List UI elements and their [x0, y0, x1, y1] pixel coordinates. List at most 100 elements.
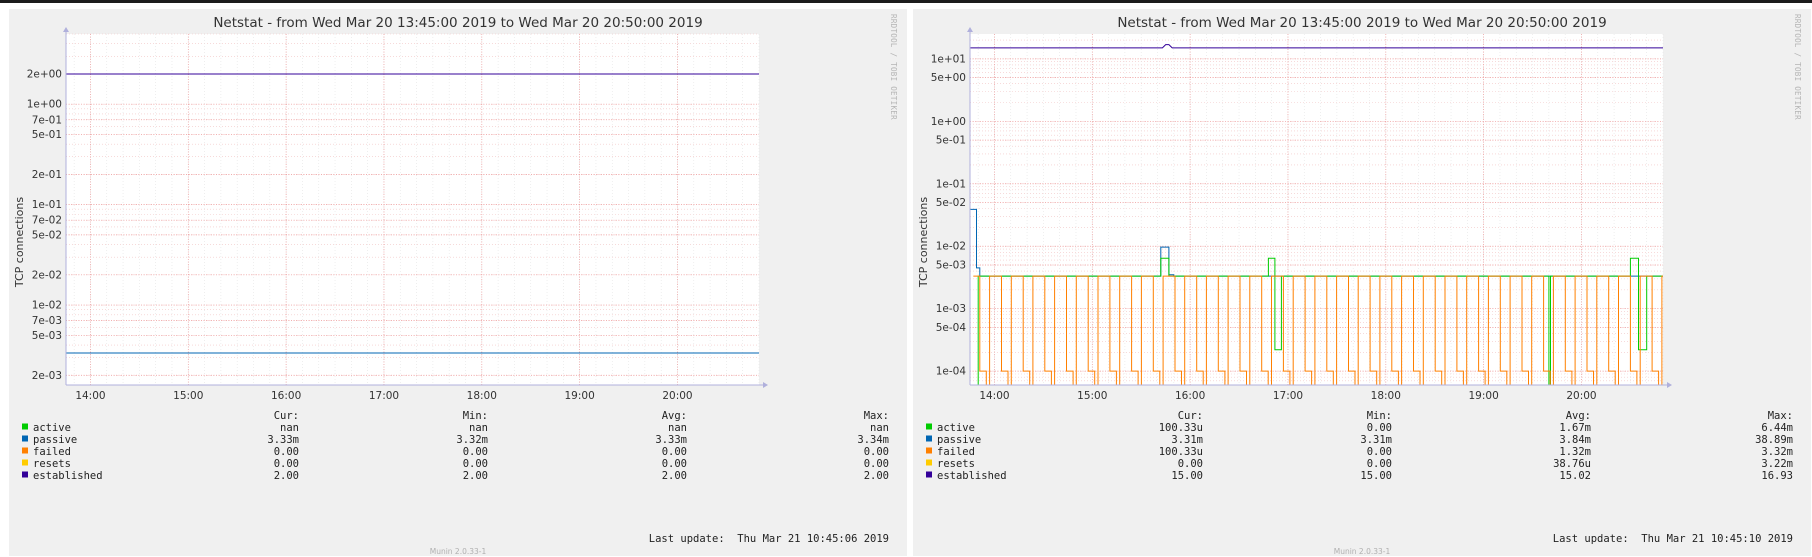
legend-swatch	[22, 447, 28, 454]
last-update: Last update: Thu Mar 21 10:45:06 2019	[649, 533, 889, 545]
rrdtool-watermark: RRDTOOL / TOBI OETIKER	[1793, 14, 1802, 120]
legend-value-cur: 3.33m	[267, 434, 299, 446]
legend-name: active	[33, 422, 71, 434]
legend-swatch	[22, 423, 28, 430]
y-tick-label: 5e-03	[32, 330, 62, 342]
y-tick-label: 5e-01	[936, 135, 966, 147]
plot-background	[66, 34, 759, 385]
legend-value-min: nan	[469, 422, 488, 434]
legend-value-min: 3.32m	[456, 434, 488, 446]
x-tick-label: 14:00	[979, 390, 1009, 402]
y-tick-label: 1e+00	[27, 99, 62, 111]
legend: Cur: Min: Avg: Max:active 100.33u 0.00 1.67m 6.…	[926, 410, 1793, 482]
legend-header-cur: Cur:	[274, 410, 299, 422]
gridlines	[970, 34, 1664, 386]
legend-value-cur: 0.00	[274, 446, 299, 458]
x-tick-label: 16:00	[271, 390, 301, 402]
legend-value-cur: 3.31m	[1171, 434, 1203, 446]
legend-value-min: 0.00	[1367, 446, 1392, 458]
legend-value-max: 0.00	[864, 458, 889, 470]
legend-value-max: 38.89m	[1755, 434, 1793, 446]
y-axis-arrow	[967, 27, 973, 32]
series-line-established	[970, 44, 1663, 49]
legend-name: passive	[937, 434, 981, 446]
y-tick-label: 1e-04	[936, 366, 967, 378]
legend-name: active	[937, 422, 975, 434]
y-tick-label: 2e+00	[27, 68, 62, 80]
y-tick-label: 1e+01	[931, 53, 966, 65]
legend-name: failed	[33, 446, 71, 458]
legend-header-avg: Avg:	[662, 410, 687, 422]
gridlines	[66, 33, 760, 385]
legend-header-cur: Cur:	[1178, 410, 1203, 422]
legend-header-min: Min:	[463, 410, 488, 422]
legend-value-cur: 100.33u	[1159, 422, 1203, 434]
x-tick-label: 15:00	[173, 390, 203, 402]
legend-value-avg: 38.76u	[1553, 458, 1591, 470]
chart-title: Netstat - from Wed Mar 20 13:45:00 2019 …	[213, 15, 702, 31]
legend-value-min: 2.00	[463, 470, 488, 482]
x-tick-label: 20:00	[1566, 390, 1596, 402]
x-tick-label: 19:00	[565, 390, 595, 402]
x-axis-arrow	[1667, 382, 1672, 388]
rrdtool-watermark: RRDTOOL / TOBI OETIKER	[889, 14, 898, 120]
chart-svg: 1e+01 5e+00 1e+00 5e-01 1e-01 5e-02 1e-02 5e-03…	[917, 14, 1802, 556]
legend-value-min: 15.00	[1360, 470, 1392, 482]
series-line-active	[970, 257, 1663, 386]
legend-value-cur: 2.00	[274, 470, 299, 482]
chart-title: Netstat - from Wed Mar 20 13:45:00 2019 …	[1117, 15, 1606, 31]
y-tick-label: 5e-03	[936, 260, 966, 272]
legend-header-max: Max:	[1768, 410, 1793, 422]
legend-value-min: 0.00	[1367, 458, 1392, 470]
legend-value-max: nan	[870, 422, 889, 434]
legend-value-avg: 15.02	[1559, 470, 1591, 482]
legend-value-cur: 0.00	[274, 458, 299, 470]
legend-header-avg: Avg:	[1566, 410, 1591, 422]
y-axis-arrow	[63, 27, 69, 32]
plot-background	[970, 34, 1663, 385]
legend-value-avg: 2.00	[662, 470, 687, 482]
legend-value-max: 3.22m	[1761, 458, 1793, 470]
y-tick-label: 7e-01	[32, 114, 62, 126]
y-tick-label: 2e-03	[32, 370, 62, 382]
x-tick-label: 17:00	[1273, 390, 1303, 402]
legend-value-max: 3.32m	[1761, 446, 1793, 458]
x-tick-label: 14:00	[75, 390, 105, 402]
x-tick-label: 17:00	[369, 390, 399, 402]
legend-value-min: 0.00	[463, 446, 488, 458]
legend-value-max: 3.34m	[857, 434, 889, 446]
legend-swatch	[22, 459, 28, 466]
legend-name: established	[937, 470, 1007, 482]
y-tick-label: 1e-01	[32, 199, 62, 211]
y-tick-label: 7e-03	[32, 315, 62, 327]
legend-swatch	[926, 423, 932, 430]
legend-name: passive	[33, 434, 77, 446]
legend-value-min: 3.31m	[1360, 434, 1392, 446]
legend-value-cur: nan	[280, 422, 299, 434]
y-axis-label: TCP connections	[13, 197, 26, 288]
axes	[967, 27, 1672, 388]
legend-value-max: 0.00	[864, 446, 889, 458]
y-tick-label: 2e-01	[32, 169, 62, 181]
x-tick-label: 16:00	[1175, 390, 1205, 402]
chart-svg: 2e+00 1e+00 7e-01 5e-01 2e-01 1e-01 7e-02 5e-02…	[13, 14, 898, 556]
legend-value-avg: 1.67m	[1559, 422, 1591, 434]
y-tick-label: 5e-02	[936, 197, 966, 209]
plot-area	[66, 34, 759, 385]
y-tick-label: 5e+00	[931, 72, 966, 84]
y-tick-label: 7e-02	[32, 215, 62, 227]
legend-swatch	[22, 435, 28, 442]
y-tick-label: 1e-01	[936, 178, 966, 190]
legend-value-max: 2.00	[864, 470, 889, 482]
plot-area	[970, 34, 1663, 385]
y-tick-label: 1e+00	[931, 116, 966, 128]
legend-swatch	[22, 471, 28, 478]
axes	[63, 27, 768, 388]
legend-name: failed	[937, 446, 975, 458]
x-axis-arrow	[763, 382, 768, 388]
legend-value-avg: 3.33m	[655, 434, 687, 446]
munin-version: Munin 2.0.33-1	[430, 547, 487, 556]
legend-value-max: 6.44m	[1761, 422, 1793, 434]
series-lines	[66, 73, 759, 354]
legend-value-avg: 1.32m	[1559, 446, 1591, 458]
